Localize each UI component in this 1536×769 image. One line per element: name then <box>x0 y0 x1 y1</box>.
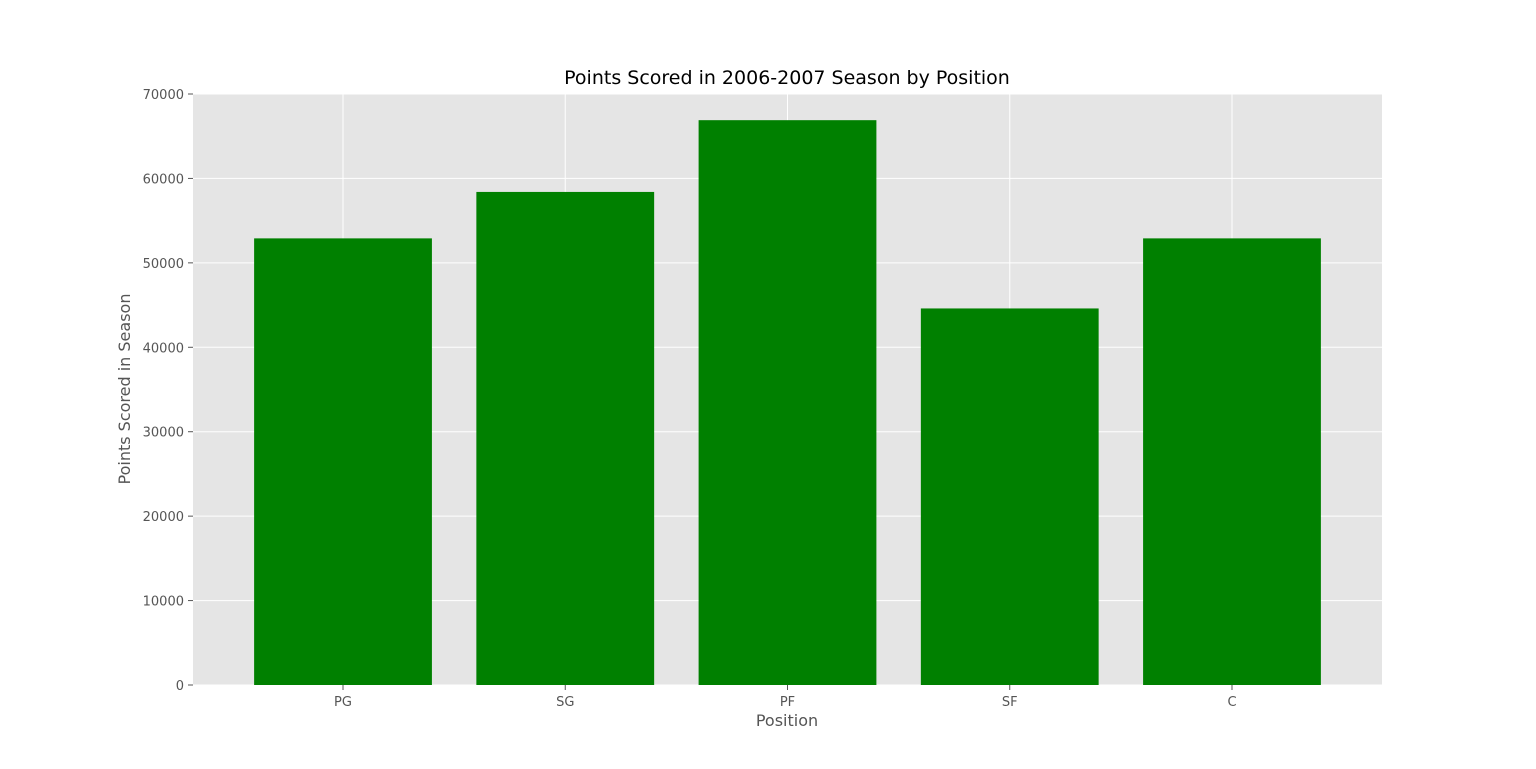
y-tick-label: 30000 <box>143 426 184 441</box>
bar-sf <box>920 308 1099 685</box>
y-axis-label: Points Scored in Season <box>115 294 134 485</box>
y-tick-label: 40000 <box>143 341 184 356</box>
x-tick-label: PG <box>334 695 352 710</box>
y-tick-label: 10000 <box>143 595 184 610</box>
y-tick-label: 60000 <box>143 172 184 187</box>
x-axis-ticks: PG SG PF SF C <box>334 685 1237 710</box>
x-tick-label: SG <box>556 695 574 710</box>
y-tick-label: 0 <box>176 679 184 694</box>
bar-pg <box>254 238 432 685</box>
bar-sg <box>476 191 655 686</box>
y-tick-label: 20000 <box>143 510 184 525</box>
bar-c <box>1143 238 1321 685</box>
x-tick-label: SF <box>1002 695 1018 710</box>
bar-pf <box>698 120 877 686</box>
y-tick-label: 50000 <box>143 257 184 272</box>
x-tick-label: C <box>1227 695 1236 710</box>
y-axis-ticks: 0 10000 20000 30000 40000 50000 60000 70000 <box>143 88 193 694</box>
x-axis-label: Position <box>756 711 818 730</box>
x-tick-label: PF <box>780 695 795 710</box>
bars <box>254 120 1321 686</box>
chart-title: Points Scored in 2006-2007 Season by Pos… <box>564 67 1010 89</box>
y-tick-label: 70000 <box>143 88 184 103</box>
